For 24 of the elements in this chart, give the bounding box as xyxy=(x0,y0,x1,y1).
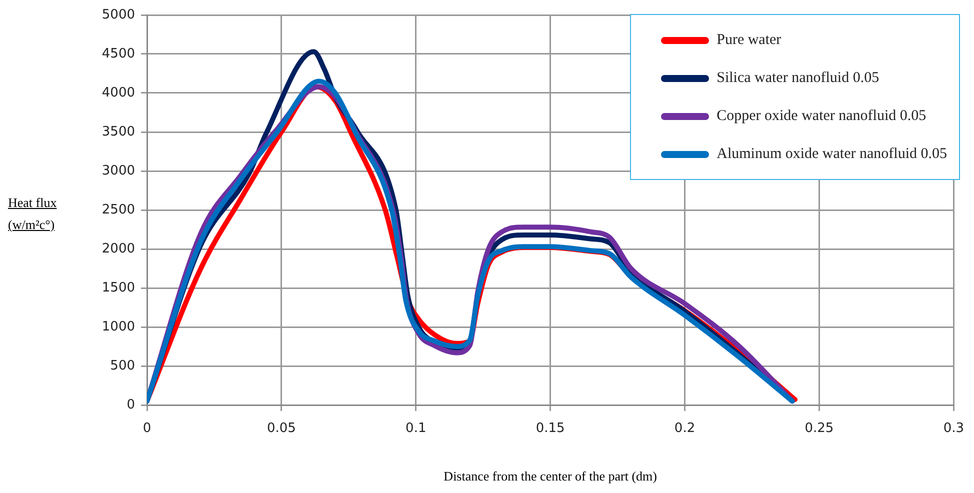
y-tick-label: 5000 xyxy=(102,7,135,22)
y-tick-label: 4000 xyxy=(102,85,135,100)
x-tick-label: 0.3 xyxy=(943,421,964,436)
y-tick-label: 3000 xyxy=(102,163,135,178)
y-tick-label: 1000 xyxy=(102,319,135,334)
x-tick-label: 0.05 xyxy=(266,421,296,436)
legend-label: Silica water nanofluid 0.05 xyxy=(716,70,880,86)
x-tick-label: 0.2 xyxy=(674,421,696,436)
y-axis-title: Heat flux (w/m²c°) xyxy=(8,195,57,232)
x-tick-label: 0 xyxy=(142,421,152,436)
x-tick-label: 0.25 xyxy=(804,421,834,436)
y-tick-label: 1500 xyxy=(102,280,135,296)
y-tick-label: 3500 xyxy=(102,124,135,140)
x-axis-title: Distance from the center of the part (dm) xyxy=(444,468,657,484)
x-tick-label: 0.15 xyxy=(536,421,565,436)
legend-label: Aluminum oxide water nanofluid 0.05 xyxy=(716,146,947,162)
y-tick-label: 500 xyxy=(110,358,135,374)
legend-label: Copper oxide water nanofluid 0.05 xyxy=(716,108,926,124)
y-tick-label: 0 xyxy=(126,397,135,412)
x-tick-label: 0.1 xyxy=(406,421,426,436)
y-tick-label: 2500 xyxy=(102,202,135,218)
y-tick-label: 4500 xyxy=(102,46,135,62)
y-tick-label: 2000 xyxy=(102,241,135,256)
legend-label: Pure water xyxy=(716,32,782,48)
